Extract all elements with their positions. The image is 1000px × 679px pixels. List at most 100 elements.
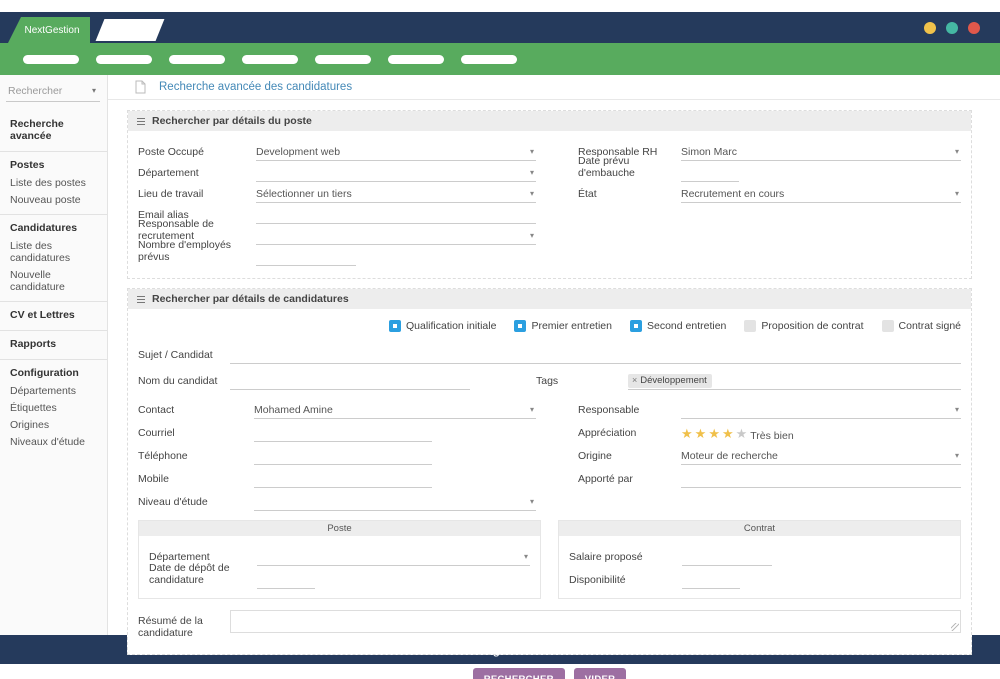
responsable-rh-select[interactable]: Simon Marc ▾ [681,144,961,161]
field-label: Sujet / Candidat [138,349,213,361]
resume-textarea[interactable] [230,610,961,633]
sidebar-item-recherche-avancee[interactable]: Recherche avancée [10,118,64,142]
vider-button[interactable]: VIDER [573,668,627,679]
field-appreciation: Appréciation ★ ★ ★ ★ ★ Très bien [578,419,961,442]
field-email-alias: Email alias [138,203,536,224]
checkbox-contrat-signe[interactable]: Contrat signé [881,320,961,332]
field-label: Nombre d'employés prévus [138,239,232,263]
checkbox-second-entretien[interactable]: Second entretien [629,320,726,332]
divider [0,359,107,360]
sidebar-item-nouveau-poste[interactable]: Nouveau poste [10,194,81,206]
checkbox-icon [629,320,642,332]
poste-occupe-select[interactable]: Development web ▾ [256,144,536,161]
apporte-par-input[interactable] [681,471,961,488]
sidebar-search-select[interactable]: Rechercher ▾ [6,82,100,102]
email-alias-input[interactable] [256,207,536,224]
nav-pill-placeholder[interactable] [388,54,444,64]
nom-candidat-input[interactable] [230,373,470,390]
field-label: Email alias [138,209,189,221]
checkbox-qualification-initiale[interactable]: Qualification initiale [388,320,497,332]
origine-select[interactable]: Moteur de recherche ▾ [681,448,961,465]
rechercher-button[interactable]: RECHERCHER [472,668,565,679]
poste-subpanel: Poste Département ▾ [138,520,541,599]
tags-input[interactable]: × Développement [628,373,961,390]
sidebar-item-departements[interactable]: Départements [10,385,76,397]
resize-handle-icon[interactable] [951,623,959,631]
select-value: Moteur de recherche [681,450,778,462]
panel-departement-select[interactable]: ▾ [257,549,530,566]
window-dot-yellow[interactable] [924,22,936,34]
footer-url[interactable]: www.nextgestion.com [437,642,563,657]
field-mobile: Mobile [138,465,536,488]
sidebar-item-liste-des-candidatures[interactable]: Liste des candidatures [10,240,71,264]
salaire-propose-input[interactable] [682,549,772,566]
remove-tag-icon[interactable]: × [632,375,638,385]
chevron-down-icon: ▾ [529,497,534,506]
nav-pill-placeholder[interactable] [242,54,298,64]
field-date-depot: Date de dépôt de candidature [149,562,530,589]
window-dot-teal[interactable] [946,22,958,34]
responsable-recrutement-select[interactable]: ▾ [256,228,536,245]
sidebar-section-candidatures[interactable]: Candidatures [10,222,78,234]
field-date-embauche: Date prévu d'embauche [578,155,961,182]
star-icon[interactable]: ★ [708,426,720,441]
date-depot-input[interactable] [257,572,315,589]
poste-card-header[interactable]: Rechercher par détails du poste [128,111,971,131]
top-margin [0,0,1000,12]
checkbox-premier-entretien[interactable]: Premier entretien [514,320,612,332]
sidebar-section-configuration[interactable]: Configuration [10,367,79,379]
disponibilite-input[interactable] [682,572,740,589]
etat-select[interactable]: Recrutement en cours ▾ [681,186,961,203]
field-label: Responsable [578,404,640,416]
checkbox-label: Qualification initiale [405,320,497,332]
lieu-de-travail-select[interactable]: Sélectionner un tiers ▾ [256,186,536,203]
candidature-card-header[interactable]: Rechercher par détails de candidatures [128,289,971,309]
field-nombre-employes: Nombre d'employés prévus [138,239,536,266]
field-label: Lieu de travail [138,188,204,200]
rating-stars[interactable]: ★ ★ ★ ★ ★ [681,425,747,442]
star-icon[interactable]: ★ [681,426,693,441]
tag-chip-developpement[interactable]: × Développement [628,373,712,388]
field-contact: Contact Mohamed Amine ▾ [138,396,536,419]
window-dot-red[interactable] [968,22,980,34]
sidebar-item-rapports[interactable]: Rapports [10,338,57,350]
departement-select[interactable]: ▾ [256,165,536,182]
contact-select[interactable]: Mohamed Amine ▾ [254,402,536,419]
field-label: Responsable de recrutement [138,218,214,242]
sidebar-item-niveaux-etude[interactable]: Niveaux d'étude [10,436,85,448]
nombre-employes-input[interactable] [256,249,356,266]
sidebar-item-etiquettes[interactable]: Étiquettes [10,402,57,414]
courriel-input[interactable] [254,425,432,442]
field-departement: Département ▾ [138,161,536,182]
sidebar-item-liste-des-postes[interactable]: Liste des postes [10,177,86,189]
telephone-input[interactable] [254,448,432,465]
date-embauche-input[interactable] [681,165,739,182]
star-icon[interactable]: ★ [694,426,707,441]
responsable-select[interactable]: ▾ [681,402,961,419]
nav-pill-placeholder[interactable] [315,54,371,64]
field-label: Téléphone [138,450,188,462]
nav-pill-placeholder[interactable] [96,54,152,64]
sidebar-item-nouvelle-candidature[interactable]: Nouvelle candidature [10,269,65,293]
star-icon[interactable]: ★ [735,426,748,441]
brand-logo[interactable]: NextGestion [8,17,90,43]
field-label: Poste Occupé [138,146,204,158]
nav-pill-placeholder[interactable] [461,54,517,64]
candidature-card-title: Rechercher par détails de candidatures [152,293,349,305]
sidebar-section-postes[interactable]: Postes [10,159,45,171]
field-courriel: Courriel [138,419,536,442]
checkbox-label: Premier entretien [531,320,612,332]
niveau-etude-select[interactable]: ▾ [254,494,536,511]
brand-flag-decoration [95,19,165,41]
select-value: Sélectionner un tiers [256,188,352,200]
chevron-down-icon: ▾ [954,405,959,414]
nav-pill-placeholder[interactable] [169,54,225,64]
star-icon[interactable]: ★ [721,426,734,441]
sujet-candidat-input[interactable] [230,347,961,364]
checkbox-proposition-contrat[interactable]: Proposition de contrat [744,320,864,332]
mobile-input[interactable] [254,471,432,488]
sidebar-item-origines[interactable]: Origines [10,419,50,431]
nav-pill-placeholder[interactable] [23,54,79,64]
sidebar-item-cv-et-lettres[interactable]: CV et Lettres [10,309,75,321]
chevron-down-icon: ▾ [529,147,534,156]
